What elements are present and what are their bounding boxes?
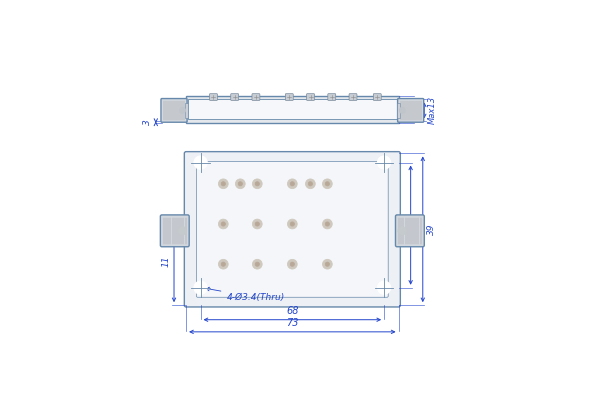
Circle shape	[255, 222, 259, 226]
Circle shape	[377, 281, 391, 294]
FancyBboxPatch shape	[373, 94, 381, 100]
Text: 3: 3	[143, 119, 152, 125]
Circle shape	[323, 179, 332, 189]
Circle shape	[194, 281, 207, 294]
Text: 11: 11	[161, 255, 170, 266]
Circle shape	[325, 262, 329, 266]
Circle shape	[325, 222, 329, 226]
FancyBboxPatch shape	[184, 152, 400, 307]
FancyBboxPatch shape	[196, 162, 388, 297]
Text: 34: 34	[415, 219, 424, 231]
Circle shape	[178, 227, 187, 235]
Circle shape	[323, 259, 332, 269]
Circle shape	[221, 182, 226, 186]
Bar	[186, 96, 398, 123]
Circle shape	[308, 182, 313, 186]
FancyBboxPatch shape	[395, 215, 424, 247]
Circle shape	[255, 182, 259, 186]
Circle shape	[238, 182, 242, 186]
FancyBboxPatch shape	[252, 94, 260, 100]
Text: Max13: Max13	[428, 96, 437, 125]
Circle shape	[235, 179, 245, 189]
Bar	[188, 99, 397, 119]
FancyBboxPatch shape	[286, 94, 293, 100]
Text: 73: 73	[286, 318, 299, 328]
Circle shape	[287, 179, 297, 189]
Circle shape	[377, 156, 391, 169]
Circle shape	[290, 222, 295, 226]
Circle shape	[218, 219, 228, 229]
Circle shape	[218, 259, 228, 269]
Circle shape	[398, 227, 406, 235]
Circle shape	[287, 219, 297, 229]
Circle shape	[221, 222, 226, 226]
Circle shape	[253, 219, 262, 229]
Circle shape	[255, 262, 259, 266]
FancyBboxPatch shape	[231, 94, 239, 100]
Circle shape	[323, 219, 332, 229]
Circle shape	[287, 259, 297, 269]
FancyBboxPatch shape	[209, 94, 217, 100]
Text: 68: 68	[286, 306, 299, 316]
Text: 10: 10	[416, 104, 425, 115]
Circle shape	[194, 156, 207, 169]
FancyBboxPatch shape	[328, 94, 336, 100]
FancyBboxPatch shape	[349, 94, 357, 100]
Circle shape	[253, 259, 262, 269]
Text: 39: 39	[427, 223, 436, 235]
Circle shape	[218, 179, 228, 189]
FancyBboxPatch shape	[398, 98, 424, 122]
Circle shape	[253, 179, 262, 189]
Circle shape	[221, 262, 226, 266]
FancyBboxPatch shape	[307, 94, 314, 100]
Circle shape	[179, 107, 185, 113]
Bar	[397, 103, 400, 118]
Circle shape	[399, 107, 405, 113]
FancyBboxPatch shape	[160, 215, 189, 247]
Circle shape	[290, 182, 295, 186]
FancyBboxPatch shape	[161, 98, 187, 122]
Circle shape	[290, 262, 295, 266]
Circle shape	[305, 179, 315, 189]
Text: 4-Ø3.4(Thru): 4-Ø3.4(Thru)	[206, 287, 284, 302]
Circle shape	[325, 182, 329, 186]
Bar	[185, 103, 188, 118]
